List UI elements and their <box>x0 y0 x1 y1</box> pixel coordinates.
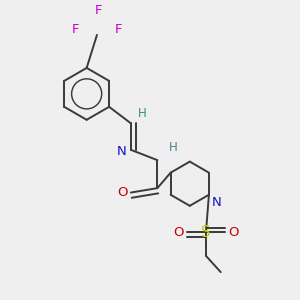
Text: F: F <box>115 22 122 35</box>
Text: H: H <box>169 141 178 154</box>
Text: O: O <box>229 226 239 239</box>
Text: N: N <box>117 145 126 158</box>
Text: F: F <box>95 4 102 17</box>
Text: S: S <box>201 225 211 240</box>
Text: F: F <box>72 22 79 35</box>
Text: O: O <box>117 186 127 199</box>
Text: N: N <box>212 196 222 209</box>
Text: O: O <box>173 226 183 239</box>
Text: H: H <box>138 107 147 120</box>
